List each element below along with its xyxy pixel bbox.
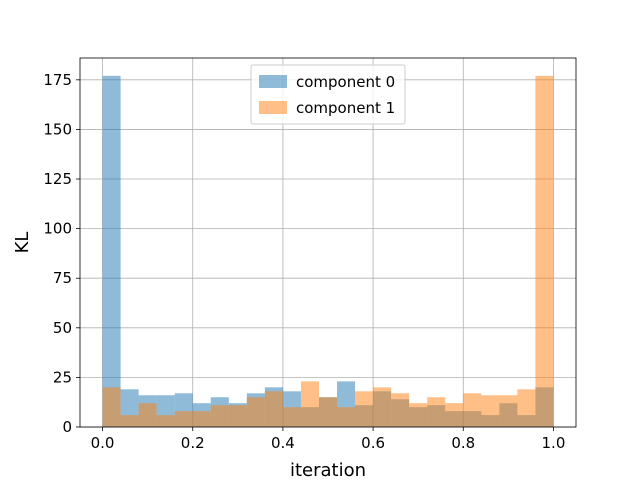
bar-series-1-bin-18 bbox=[427, 397, 446, 427]
bar-series-1-bin-6 bbox=[210, 405, 229, 427]
legend-label-0: component 0 bbox=[296, 73, 395, 91]
y-tick-label: 175 bbox=[43, 71, 72, 89]
legend: component 0 component 1 bbox=[250, 64, 406, 125]
bar-series-1-bin-19 bbox=[445, 403, 464, 427]
y-tick-label: 125 bbox=[43, 170, 72, 188]
bar-series-1-bin-21 bbox=[481, 395, 500, 427]
bar-series-1-bin-20 bbox=[463, 393, 482, 427]
bar-series-1-bin-14 bbox=[355, 391, 374, 427]
legend-swatch-0 bbox=[259, 75, 287, 88]
bar-series-1-bin-13 bbox=[337, 407, 356, 427]
x-tick-label: 0.0 bbox=[91, 434, 115, 452]
bar-series-1-bin-24 bbox=[535, 75, 554, 428]
legend-box bbox=[250, 64, 406, 125]
bar-series-1-bin-2 bbox=[138, 403, 157, 427]
y-tick-label: 100 bbox=[43, 220, 72, 238]
bar-series-1-bin-16 bbox=[391, 393, 410, 427]
y-tick-label: 0 bbox=[62, 418, 72, 436]
bar-series-1-bin-5 bbox=[192, 411, 211, 427]
bar-series-1-bin-15 bbox=[373, 387, 392, 427]
bar-series-1-bin-10 bbox=[282, 407, 301, 427]
ticks: 0.0 0.2 0.4 0.6 0.8 1.0 0 25 50 75 100 125 150 175 bbox=[43, 71, 565, 452]
x-tick-label: 0.4 bbox=[271, 434, 295, 452]
x-tick-label: 1.0 bbox=[542, 434, 566, 452]
x-tick-label: 0.6 bbox=[361, 434, 385, 452]
y-tick-label: 25 bbox=[53, 368, 72, 386]
y-tick-label: 150 bbox=[43, 120, 72, 138]
y-axis-title: KL bbox=[12, 232, 33, 254]
y-tick-label: 75 bbox=[53, 269, 72, 287]
x-tick-label: 0.2 bbox=[181, 434, 205, 452]
bar-series-1-bin-7 bbox=[228, 405, 247, 427]
legend-label-1: component 1 bbox=[296, 99, 395, 117]
bar-series-1-bin-17 bbox=[409, 403, 428, 427]
x-axis-title: iteration bbox=[290, 460, 366, 480]
bar-series-1-bin-23 bbox=[517, 389, 536, 427]
bar-series-1-bin-0 bbox=[102, 387, 121, 427]
x-tick-label: 0.8 bbox=[451, 434, 475, 452]
bar-series-1-bin-11 bbox=[300, 381, 319, 427]
bar-series-1-bin-3 bbox=[156, 415, 175, 427]
bar-series-1-bin-8 bbox=[246, 397, 265, 427]
bar-series-1-bin-12 bbox=[318, 397, 338, 427]
bars bbox=[102, 75, 554, 428]
bar-series-0-bin-0 bbox=[102, 75, 121, 428]
bar-series-1-bin-22 bbox=[499, 395, 518, 427]
bar-series-1-bin-1 bbox=[120, 415, 139, 427]
bar-series-1-bin-9 bbox=[264, 391, 283, 427]
legend-swatch-1 bbox=[259, 101, 287, 114]
y-tick-label: 50 bbox=[53, 319, 72, 337]
plot-frame bbox=[79, 57, 577, 428]
bar-series-1-bin-4 bbox=[174, 411, 193, 427]
